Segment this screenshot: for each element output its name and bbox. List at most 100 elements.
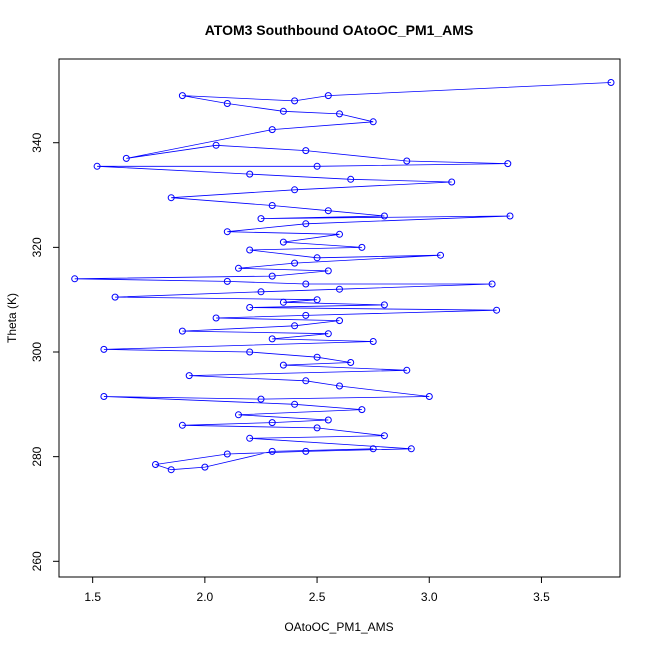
data-point <box>71 275 79 283</box>
data-point <box>246 246 254 254</box>
plot-area <box>71 79 615 474</box>
data-point <box>212 314 220 322</box>
x-tick-label: 3.5 <box>533 590 550 604</box>
data-point <box>403 157 411 165</box>
data-point <box>302 220 310 228</box>
data-point <box>223 228 231 236</box>
data-point <box>201 463 209 471</box>
data-point <box>336 230 343 238</box>
data-point <box>302 147 310 155</box>
data-point <box>336 285 343 293</box>
data-point <box>403 366 411 374</box>
data-point <box>302 311 310 319</box>
y-tick-label: 340 <box>30 132 44 152</box>
data-point <box>152 461 159 468</box>
y-axis-label: Theta (K) <box>5 293 19 343</box>
data-point <box>324 207 332 215</box>
data-point <box>437 251 444 259</box>
data-point <box>223 450 231 458</box>
data-point <box>178 421 186 429</box>
data-point <box>268 202 276 209</box>
data-point <box>100 393 108 400</box>
data-point <box>185 372 193 380</box>
series-line <box>74 82 612 471</box>
data-point <box>324 416 332 424</box>
data-point <box>257 288 265 296</box>
data-point <box>324 330 332 338</box>
data-point <box>291 259 299 267</box>
data-point <box>111 293 119 301</box>
data-point <box>380 212 388 220</box>
data-point <box>235 411 242 419</box>
data-point <box>279 238 287 246</box>
chart-title: ATOM3 Southbound OAtoOC_PM1_AMS <box>205 22 474 38</box>
data-point <box>178 327 186 335</box>
data-point <box>167 466 175 474</box>
data-point <box>279 298 287 306</box>
data-point <box>347 359 355 366</box>
data-point <box>336 110 343 118</box>
data-point <box>369 445 377 453</box>
data-point <box>291 400 299 408</box>
y-tick-label: 260 <box>30 551 44 571</box>
data-point <box>223 277 231 285</box>
data-point <box>257 215 265 223</box>
data-point <box>313 254 321 262</box>
y-tick-label: 280 <box>30 446 44 466</box>
data-point <box>302 377 310 385</box>
y-tick-label: 320 <box>30 237 44 257</box>
data-point <box>279 361 287 369</box>
data-point <box>212 141 220 149</box>
data-point <box>369 118 377 126</box>
data-point <box>167 194 175 202</box>
x-axis-label: OAtoOC_PM1_AMS <box>284 620 393 634</box>
data-point <box>268 335 276 343</box>
data-point <box>93 162 101 170</box>
data-point <box>448 178 456 186</box>
x-axis: 1.5 2.0 2.5 3.0 3.5 <box>84 577 550 604</box>
data-point <box>268 447 276 455</box>
plot-frame <box>58 58 621 578</box>
data-point <box>257 395 265 403</box>
data-point <box>246 434 254 442</box>
data-point <box>358 243 366 251</box>
data-point <box>291 186 299 194</box>
x-tick-label: 1.5 <box>84 590 101 604</box>
data-point <box>268 419 276 427</box>
data-point <box>246 348 254 356</box>
data-point <box>324 267 332 275</box>
data-point <box>291 322 299 330</box>
data-point <box>100 345 108 353</box>
data-point <box>313 162 321 170</box>
data-point <box>313 296 321 304</box>
data-point <box>246 170 254 178</box>
data-point <box>380 301 388 309</box>
data-point <box>488 280 496 288</box>
x-tick-label: 2.0 <box>197 590 214 604</box>
data-point <box>504 160 512 168</box>
y-tick-label: 300 <box>30 342 44 362</box>
data-point <box>235 264 242 272</box>
data-point <box>246 304 254 311</box>
data-point <box>302 447 310 455</box>
data-point <box>425 393 433 400</box>
data-point <box>223 100 231 107</box>
data-point <box>607 79 615 86</box>
data-point <box>302 280 310 288</box>
x-tick-label: 2.5 <box>309 590 326 604</box>
data-point <box>358 406 366 414</box>
data-point <box>369 338 377 345</box>
data-point <box>291 97 299 105</box>
data-point <box>178 92 186 100</box>
data-point <box>407 445 415 453</box>
data-point <box>313 424 321 432</box>
data-point <box>279 107 287 115</box>
data-point <box>380 432 388 440</box>
data-point <box>493 306 501 314</box>
data-point <box>336 317 343 325</box>
data-point <box>313 353 321 361</box>
data-point <box>347 175 355 183</box>
data-point <box>506 212 514 220</box>
data-point <box>122 154 130 162</box>
